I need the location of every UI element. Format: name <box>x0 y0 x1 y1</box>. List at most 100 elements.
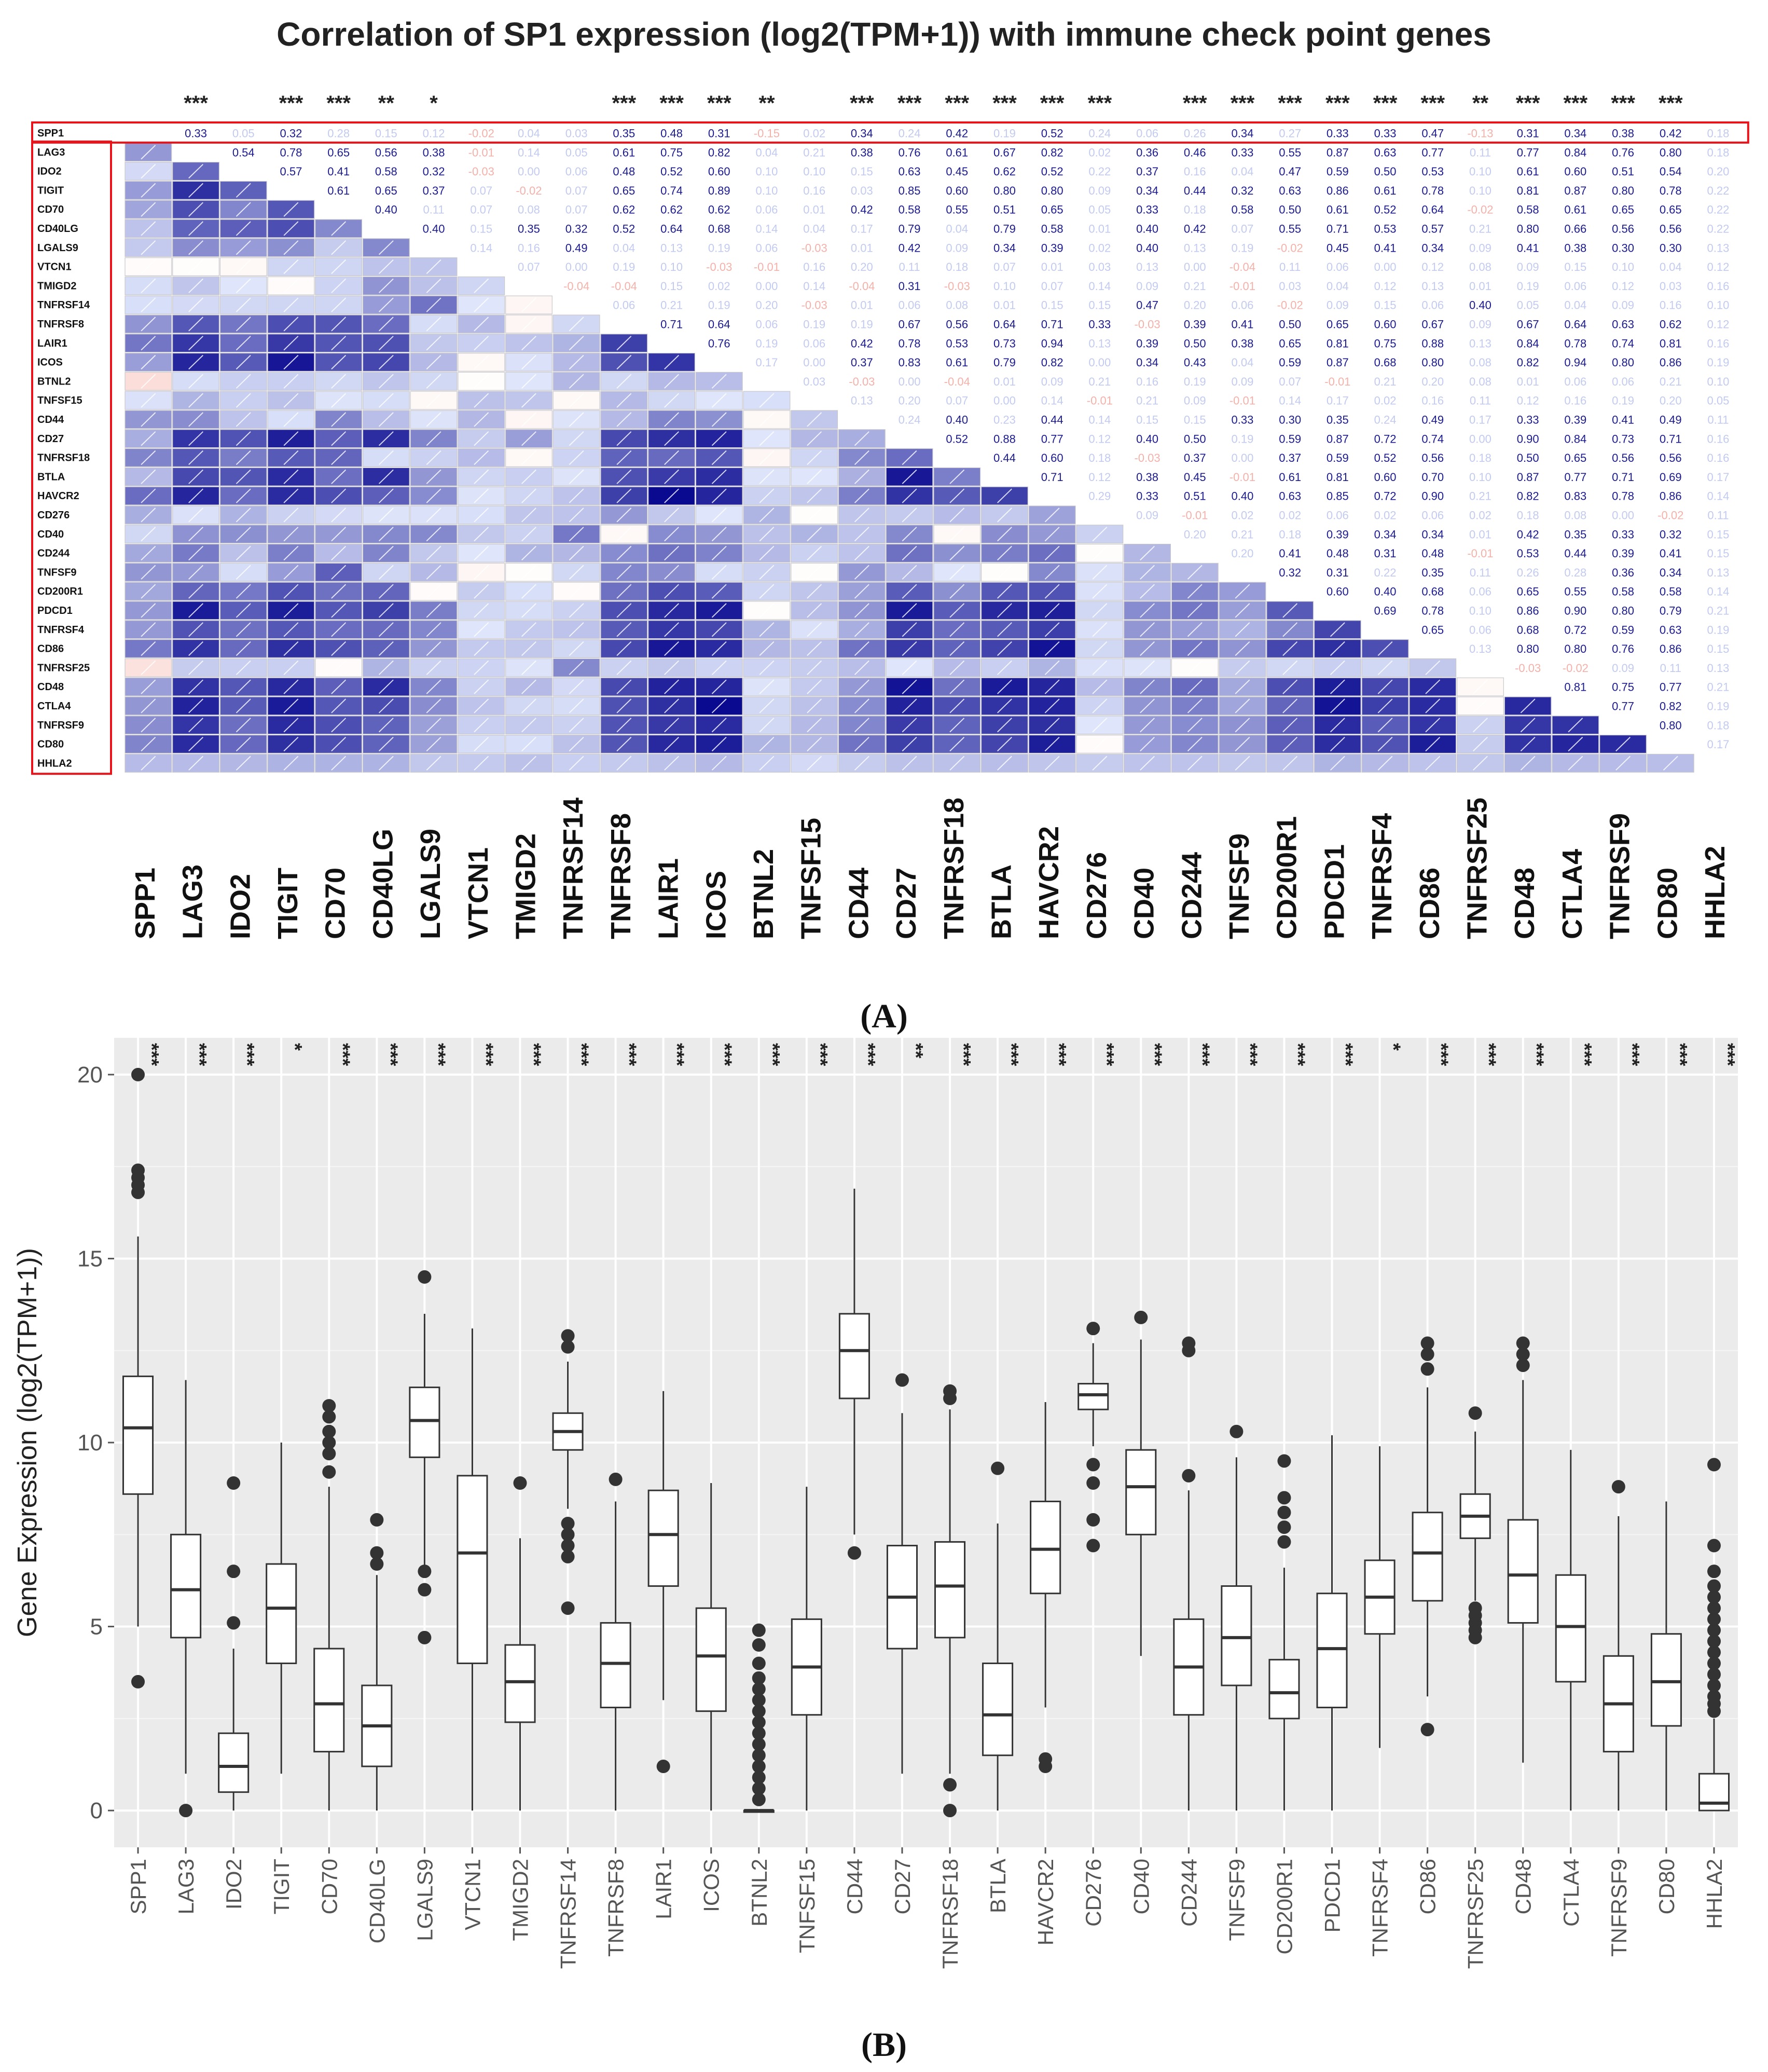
correlation-label: 0.21 <box>1469 222 1491 235</box>
correlation-label: 0.10 <box>993 280 1016 293</box>
correlation-label: 0.71 <box>1660 432 1682 445</box>
cell-slash <box>569 565 584 580</box>
cell-slash <box>1235 756 1250 771</box>
cell-slash <box>1092 622 1108 637</box>
correlation-label: 0.31 <box>1327 566 1349 579</box>
cell-slash <box>854 507 869 523</box>
correlation-label: 0.52 <box>1041 127 1063 140</box>
box <box>170 1533 202 1639</box>
y-tick-label: 5 <box>90 1614 103 1640</box>
x-tick-label: CD276 <box>1081 1859 1106 1927</box>
x-tick-label: SPP1 <box>126 1859 150 1914</box>
cell-slash <box>759 660 775 675</box>
heatmap-cell <box>505 486 552 505</box>
correlation-label: 0.40 <box>946 413 968 426</box>
x-tick-label: LGALS9 <box>412 1859 437 1941</box>
cell-slash <box>807 679 822 694</box>
correlation-label: 0.02 <box>1374 394 1397 407</box>
x-tick-label: CD200R1 <box>1272 1859 1296 1954</box>
cell-slash <box>1044 507 1060 523</box>
correlation-label: 0.50 <box>1184 432 1206 445</box>
cell-slash <box>854 603 869 618</box>
correlation-label: 0.20 <box>756 299 778 312</box>
correlation-label: 0.38 <box>1232 337 1254 350</box>
correlation-label: 0.06 <box>1136 127 1158 140</box>
outlier-point <box>1468 1406 1482 1420</box>
cell-slash <box>616 527 632 542</box>
cell-slash <box>426 660 441 675</box>
cell-slash <box>1092 679 1108 694</box>
correlation-label: 0.78 <box>280 146 302 159</box>
correlation-label: 0.43 <box>1184 356 1206 369</box>
cell-slash <box>569 488 584 503</box>
cell-slash <box>378 698 394 713</box>
cell-slash <box>664 736 680 752</box>
cell-slash <box>1282 756 1298 771</box>
correlation-label: 0.67 <box>1421 318 1444 331</box>
cell-slash <box>236 431 251 446</box>
correlation-label: 0.79 <box>993 356 1016 369</box>
cell-slash <box>569 450 584 465</box>
cell-slash <box>616 679 632 694</box>
correlation-label: 0.16 <box>803 260 825 273</box>
correlation-label: 0.64 <box>1421 203 1444 216</box>
cell-slash <box>1472 756 1488 771</box>
significance-mark: *** <box>945 92 969 115</box>
correlation-label: 0.32 <box>1660 528 1682 541</box>
cell-slash <box>616 565 632 580</box>
cell-slash <box>1235 622 1250 637</box>
cell-slash <box>711 431 727 446</box>
outlier-point <box>1420 1362 1434 1376</box>
row-label: CD40 <box>37 529 64 540</box>
x-tick-label: CD80 <box>1654 1859 1679 1914</box>
row-label: CD40LG <box>37 223 78 235</box>
x-tick-label: TNFRSF9 <box>1607 1859 1631 1957</box>
cell-slash <box>997 584 1012 599</box>
x-tick-label: BTLA <box>986 1859 1010 1913</box>
correlation-label: 0.06 <box>1564 375 1586 388</box>
spp1-highlight-box <box>31 121 1749 144</box>
cell-slash <box>1044 622 1060 637</box>
heatmap-cell <box>933 696 981 716</box>
outlier-point <box>752 1715 766 1729</box>
correlation-label: 0.76 <box>899 146 921 159</box>
correlation-label: 0.40 <box>1232 490 1254 503</box>
cell-slash <box>1235 603 1250 618</box>
cell-slash <box>283 259 299 275</box>
significance-mark: *** <box>1239 1043 1261 1066</box>
column-label: CD48 <box>1509 868 1540 939</box>
cell-slash <box>854 527 869 542</box>
column-label: TNFRSF9 <box>1605 813 1636 939</box>
correlation-label: 0.87 <box>1517 471 1539 484</box>
cell-slash <box>283 221 299 236</box>
correlation-label: 0.20 <box>1184 299 1206 312</box>
cell-slash <box>1520 718 1536 733</box>
box <box>266 1563 297 1664</box>
cell-slash <box>1140 584 1155 599</box>
column-label: LGALS9 <box>415 829 446 939</box>
row-label: CD200R1 <box>37 586 83 597</box>
cell-slash <box>283 317 299 332</box>
cell-slash <box>236 297 251 312</box>
row-label: CD27 <box>37 433 64 445</box>
correlation-label: 0.03 <box>1088 260 1111 273</box>
column-label: CD40LG <box>367 829 398 939</box>
cell-slash <box>141 718 156 733</box>
heatmap-cell <box>933 620 981 639</box>
cell-slash <box>378 259 394 275</box>
cell-slash <box>331 698 347 713</box>
correlation-label: -0.02 <box>468 127 494 140</box>
cell-slash <box>474 584 489 599</box>
cell-slash <box>759 431 775 446</box>
x-tick-label: LAIR1 <box>652 1859 676 1919</box>
cell-slash <box>902 584 917 599</box>
correlation-label: 0.80 <box>1517 642 1539 655</box>
correlation-label: 0.04 <box>518 127 540 140</box>
cell-slash <box>426 297 441 312</box>
correlation-label: 0.61 <box>1327 203 1349 216</box>
correlation-label: 0.87 <box>1327 146 1349 159</box>
column-label: CD244 <box>1176 852 1207 939</box>
cell-slash <box>569 718 584 733</box>
cell-slash <box>1425 718 1441 733</box>
